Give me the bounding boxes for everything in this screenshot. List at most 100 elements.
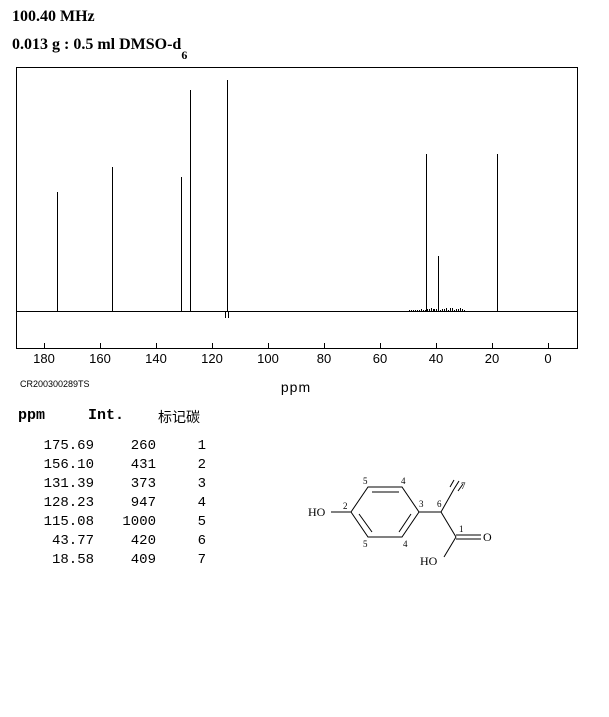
spectrum-noise [417, 310, 418, 312]
spectrum-noise [429, 309, 430, 312]
spectrum-noise [415, 310, 416, 312]
header-sample-text: 0.013 g : 0.5 ml DMSO-d [12, 36, 181, 53]
reference-code: CR200300289TS [20, 379, 90, 389]
spectrum-noise [456, 309, 457, 312]
col-int: Int. [88, 407, 158, 427]
spectrum-noise [423, 310, 424, 312]
cell-int: 1000 [94, 513, 156, 532]
cell-ppm: 128.23 [18, 494, 94, 513]
cell-int: 431 [94, 456, 156, 475]
num-1: 1 [459, 524, 464, 534]
cell-ppm: 175.69 [18, 437, 94, 456]
axis-tick [492, 343, 493, 349]
x-axis-label: ppm [16, 379, 576, 395]
spectrum-noise [454, 310, 455, 313]
cell-ppm: 156.10 [18, 456, 94, 475]
cell-mark: 2 [156, 456, 206, 475]
spectrum-noise [458, 309, 459, 312]
axis-tick [324, 343, 325, 349]
spectrum-noise [413, 310, 414, 312]
axis-tick-label: 40 [429, 351, 443, 366]
spectrum-peak [227, 80, 228, 312]
spectrum-noise [462, 309, 463, 313]
axis-tick-label: 0 [544, 351, 551, 366]
axis-tick [268, 343, 269, 349]
table-row: 43.774206 [18, 532, 206, 551]
label-o: O [483, 530, 492, 544]
spectrum-noise [433, 309, 434, 312]
table-row: 128.239474 [18, 494, 206, 513]
col-ppm: ppm [18, 407, 88, 427]
header-sample-sub: 6 [181, 48, 187, 62]
spectrum-noise [425, 310, 426, 313]
table-row: 175.692601 [18, 437, 206, 456]
lower-section: ppm Int. 标记碳 175.692601156.104312131.393… [12, 407, 605, 582]
spectrum-peak [190, 90, 191, 312]
structure-svg: HO O HO 2 5 4 3 4 5 6 7 1 [286, 447, 516, 577]
axis-tick-label: 160 [89, 351, 111, 366]
axis-tick [156, 343, 157, 349]
num-2: 2 [343, 501, 348, 511]
molecular-structure: HO O HO 2 5 4 3 4 5 6 7 1 [286, 447, 516, 582]
cell-ppm: 18.58 [18, 551, 94, 570]
spectrum-artifact [225, 312, 226, 318]
col-mark: 标记碳 [158, 407, 200, 427]
num-6: 6 [437, 499, 442, 509]
axis-tick-label: 20 [485, 351, 499, 366]
spectrum-noise [442, 309, 443, 312]
axis-tick-label: 100 [257, 351, 279, 366]
spectrum-noise [464, 310, 465, 313]
axis-tick [100, 343, 101, 349]
spectrum-noise [440, 310, 441, 312]
table-row: 131.393733 [18, 475, 206, 494]
axis-tick [436, 343, 437, 349]
cell-int: 947 [94, 494, 156, 513]
spectrum-peak [57, 192, 58, 312]
cell-ppm: 131.39 [18, 475, 94, 494]
spectrum-peak [426, 154, 427, 312]
spectrum-noise [448, 310, 449, 313]
peak-table: ppm Int. 标记碳 175.692601156.104312131.393… [18, 407, 206, 582]
spectrum-noise [421, 309, 422, 312]
header-sample: 0.013 g : 0.5 ml DMSO-d6 [12, 36, 605, 57]
axis-tick [548, 343, 549, 349]
axis-tick-label: 140 [145, 351, 167, 366]
spectrum-noise [427, 309, 428, 312]
spectrum-noise [411, 310, 412, 312]
num-4a: 4 [401, 476, 406, 486]
cell-int: 373 [94, 475, 156, 494]
spectrum-noise [434, 309, 435, 312]
cell-int: 420 [94, 532, 156, 551]
spectrum-noise [438, 310, 439, 313]
cell-mark: 7 [156, 551, 206, 570]
axis-tick-label: 180 [33, 351, 55, 366]
spectrum-noise [436, 309, 437, 312]
table-row: 115.0810005 [18, 513, 206, 532]
spectrum-noise [450, 308, 451, 312]
axis-tick [44, 343, 45, 349]
cell-mark: 6 [156, 532, 206, 551]
spectrum-peak [181, 177, 182, 312]
axis-tick [380, 343, 381, 349]
spectrum-noise [452, 308, 453, 312]
spectrum-noise [460, 308, 461, 312]
num-3: 3 [419, 499, 424, 509]
cell-int: 260 [94, 437, 156, 456]
spectrum-peak [438, 256, 439, 312]
cell-mark: 5 [156, 513, 206, 532]
axis-tick-label: 120 [201, 351, 223, 366]
cell-ppm: 43.77 [18, 532, 94, 551]
spectrum-baseline [17, 311, 577, 312]
spectrum-noise [409, 310, 410, 312]
num-7: 7 [461, 481, 466, 491]
label-ho-left: HO [308, 505, 326, 519]
spectrum-noise [446, 308, 447, 312]
cell-mark: 3 [156, 475, 206, 494]
axis-tick-label: 80 [317, 351, 331, 366]
table-header: ppm Int. 标记碳 [18, 407, 206, 427]
spectrum-plot [16, 67, 578, 349]
spectrum-artifact [228, 312, 229, 318]
cell-int: 409 [94, 551, 156, 570]
num-4b: 4 [403, 539, 408, 549]
cell-mark: 1 [156, 437, 206, 456]
